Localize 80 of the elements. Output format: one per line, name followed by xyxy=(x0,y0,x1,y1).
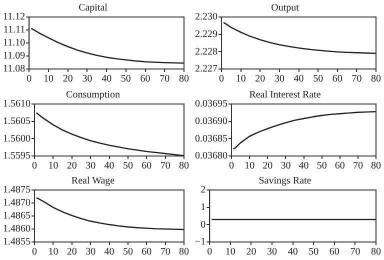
x-tick-label: 10 xyxy=(43,74,54,85)
x-tick-label: 70 xyxy=(160,160,170,172)
x-tick-label: 50 xyxy=(122,246,133,258)
y-tick-label: 1.4855 xyxy=(3,236,30,248)
chart-title: Capital xyxy=(78,2,108,14)
x-tick-label: 70 xyxy=(350,246,360,258)
x-tick-label: 80 xyxy=(371,160,381,172)
x-tick-label: 30 xyxy=(280,160,291,172)
chart-title: Consumption xyxy=(66,89,120,100)
y-tick-label: 1.5605 xyxy=(3,116,30,127)
x-tick-label: 40 xyxy=(298,160,309,172)
x-tick-label: 30 xyxy=(267,246,278,258)
y-tick-label: 0.03690 xyxy=(195,116,228,127)
x-tick-label: 10 xyxy=(48,246,58,258)
x-tick-label: 60 xyxy=(140,74,150,85)
y-tick-label: 1.4865 xyxy=(3,210,30,222)
x-tick-label: 70 xyxy=(160,246,170,258)
x-tick-label: 30 xyxy=(274,74,284,85)
y-tick-label: 2 xyxy=(200,184,206,196)
x-tick-label: 80 xyxy=(371,246,381,258)
y-tick-label: 2.229 xyxy=(195,28,218,40)
x-tick-label: 30 xyxy=(86,246,96,258)
x-tick-label: 30 xyxy=(82,74,92,85)
y-tick-label: 2.228 xyxy=(195,46,218,58)
y-tick-label: 1.4860 xyxy=(3,224,30,235)
y-tick-label: 11.11 xyxy=(3,24,26,36)
chart-title: Output xyxy=(271,2,300,14)
x-tick-label: 60 xyxy=(329,246,340,258)
x-tick-label: 20 xyxy=(66,246,77,258)
y-tick-label: 1.5610 xyxy=(3,98,30,110)
chart-title: Real Wage xyxy=(71,176,116,187)
x-tick-label: 80 xyxy=(179,246,189,258)
chart-title: Real Interest Rate xyxy=(249,89,322,100)
y-tick-label: 0.03680 xyxy=(195,150,228,162)
x-tick-label: 50 xyxy=(313,74,324,85)
x-tick-label: 20 xyxy=(262,160,273,172)
x-tick-label: 20 xyxy=(62,74,73,85)
x-tick-label: 20 xyxy=(66,160,77,172)
y-tick-label: 11.09 xyxy=(2,50,26,62)
x-tick-label: 50 xyxy=(120,74,131,85)
x-tick-label: 50 xyxy=(122,160,133,172)
x-tick-label: 10 xyxy=(244,160,255,172)
y-tick-label: 1.4870 xyxy=(3,198,30,209)
y-tick-label: 11.08 xyxy=(2,64,26,75)
y-tick-label: 1.5600 xyxy=(3,132,30,144)
y-tick-label: 11.12 xyxy=(2,12,26,23)
x-tick-label: 30 xyxy=(86,160,96,172)
x-tick-label: 10 xyxy=(236,74,246,85)
x-tick-label: 10 xyxy=(48,160,58,172)
y-tick-label: 11.10 xyxy=(2,38,26,49)
x-tick-label: 80 xyxy=(179,160,189,172)
x-tick-label: 40 xyxy=(294,74,304,85)
y-tick-label: 0.03695 xyxy=(195,98,228,110)
x-tick-label: 60 xyxy=(142,246,152,258)
x-tick-label: 40 xyxy=(288,246,298,258)
x-tick-label: 70 xyxy=(160,74,170,85)
x-tick-label: 40 xyxy=(102,74,112,85)
x-tick-label: 20 xyxy=(255,74,266,85)
y-tick-label: 1.4875 xyxy=(3,184,30,196)
y-tick-label: 1 xyxy=(200,202,206,214)
y-tick-label: 1.5595 xyxy=(3,150,30,162)
x-tick-label: 80 xyxy=(179,74,189,85)
x-tick-label: 10 xyxy=(225,246,236,258)
x-tick-label: 40 xyxy=(104,160,114,172)
y-tick-label: 0.03685 xyxy=(195,132,228,144)
x-tick-label: 60 xyxy=(332,74,342,85)
x-tick-label: 60 xyxy=(334,160,345,172)
y-tick-label: 0 xyxy=(200,220,206,231)
x-tick-label: 70 xyxy=(352,74,362,85)
x-tick-label: 60 xyxy=(142,160,152,172)
x-tick-label: 50 xyxy=(316,160,327,172)
x-tick-label: 80 xyxy=(371,74,381,85)
x-tick-label: 40 xyxy=(104,246,114,258)
x-tick-label: 50 xyxy=(308,246,319,258)
y-tick-label: 2.230 xyxy=(195,12,218,23)
chart-title: Savings Rate xyxy=(258,176,312,187)
x-tick-label: 20 xyxy=(246,246,256,258)
y-tick-label: 2.227 xyxy=(195,64,218,75)
x-tick-label: 70 xyxy=(352,160,363,172)
y-tick-label: −1 xyxy=(195,236,206,248)
